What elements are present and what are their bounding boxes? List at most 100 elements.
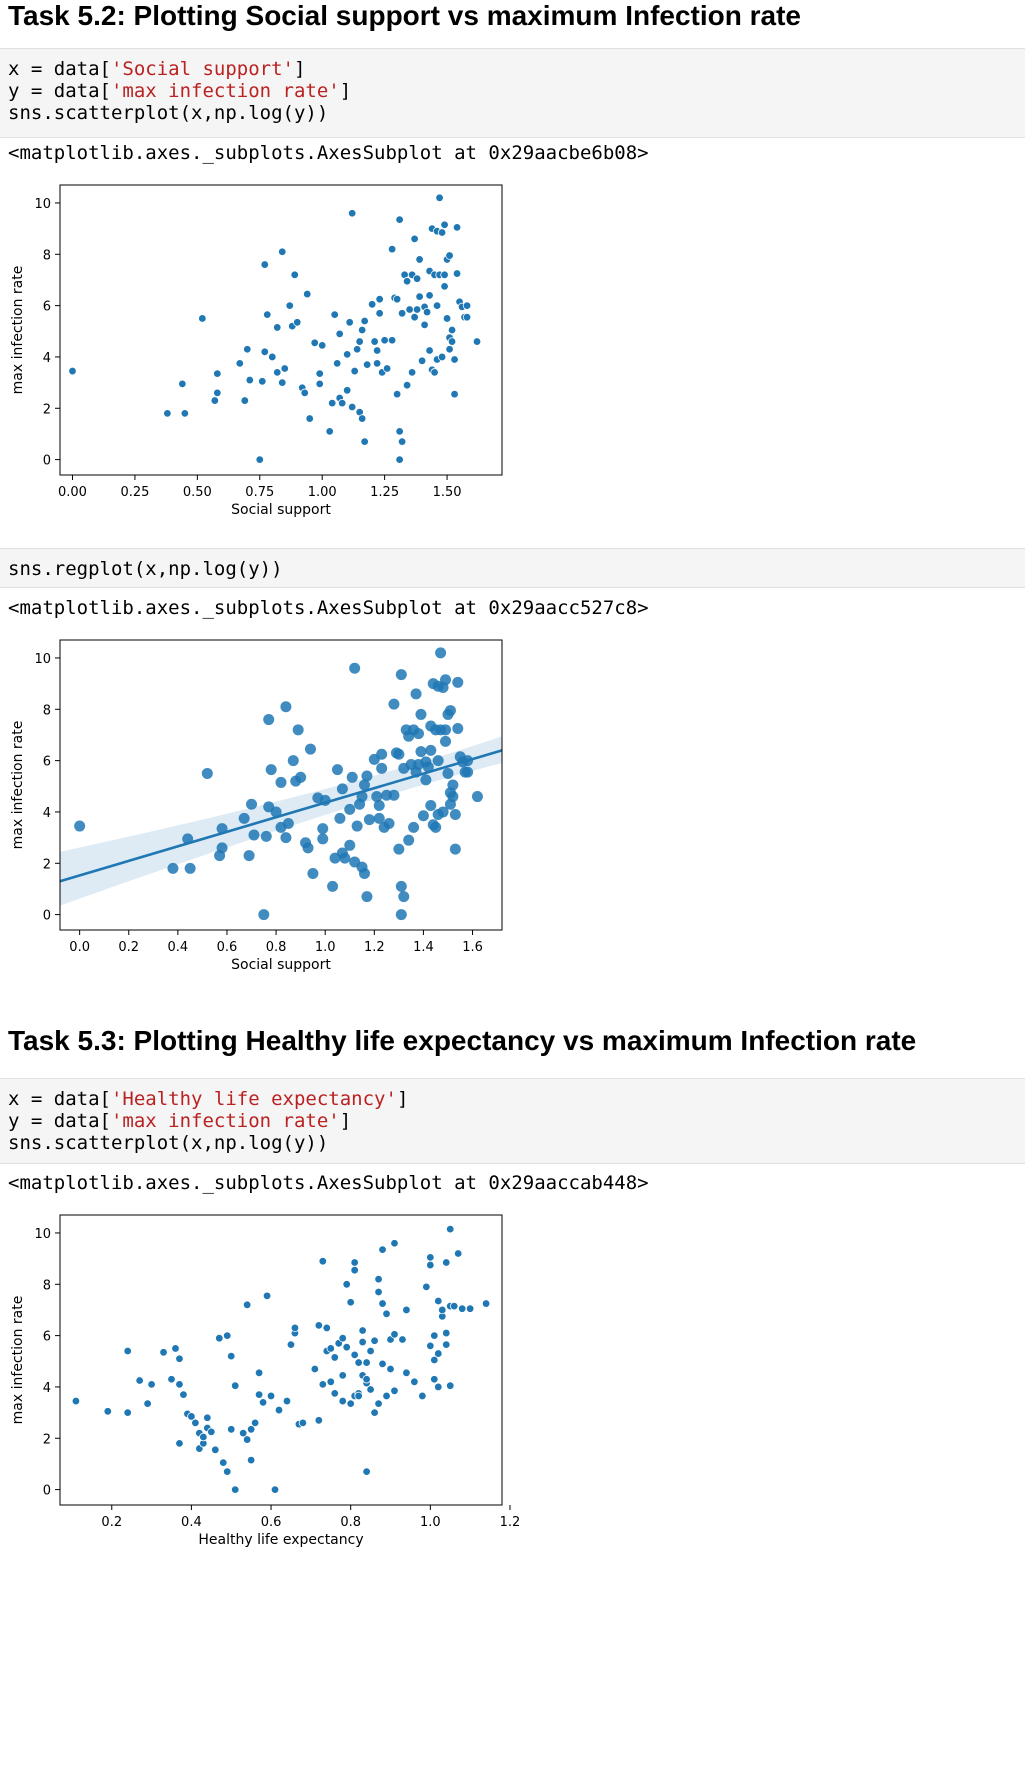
data-point [305, 414, 314, 423]
data-point [280, 832, 292, 844]
code-line: x = data['Social support'] [8, 57, 305, 82]
data-point [191, 1418, 200, 1428]
code-cell[interactable]: x = data['Social support'] y = data['max … [0, 48, 1025, 138]
code-token: x = data[ [8, 58, 111, 80]
data-point [425, 291, 434, 300]
data-point [378, 1359, 387, 1369]
x-axis-label: Social support [231, 957, 331, 973]
data-point [243, 345, 252, 354]
data-point [268, 352, 277, 362]
data-point [440, 270, 449, 280]
data-point [358, 868, 370, 880]
x-tick-label: 1.50 [433, 485, 462, 500]
data-point [274, 1405, 284, 1415]
x-tick-label: 1.6 [462, 940, 483, 955]
data-point [275, 776, 287, 788]
data-point [382, 364, 392, 373]
data-point [351, 820, 363, 832]
data-point [303, 289, 312, 299]
task-heading: Task 5.2: Plotting Social support vs max… [8, 0, 801, 31]
data-point [397, 309, 407, 318]
data-point [338, 1371, 347, 1380]
data-point [432, 301, 442, 310]
data-point [425, 744, 437, 756]
data-point [445, 251, 454, 260]
data-point [270, 1485, 280, 1494]
regression-chart: 0.0 0.2 0.4 0.6 0.8 1.0 1.2 1.4 1.6 0 2 4 6 8 10 Social… [10, 639, 503, 973]
x-tick-label: 1.25 [370, 485, 399, 500]
data-point [68, 366, 77, 376]
data-point [426, 1253, 435, 1262]
code-token: y = data[ [8, 1110, 111, 1132]
data-point [184, 862, 196, 874]
data-point [317, 833, 329, 845]
code-cell[interactable]: x = data['Healthy life expectancy'] y = d… [0, 1078, 1025, 1164]
y-tick-label: 4 [43, 351, 51, 366]
data-point [378, 1245, 387, 1254]
data-point [178, 379, 187, 389]
data-point [370, 1336, 379, 1345]
data-point [410, 688, 422, 700]
data-point [447, 779, 459, 791]
data-point [248, 829, 260, 841]
data-point [452, 223, 462, 232]
data-point [374, 1274, 383, 1284]
data-point [366, 1346, 375, 1356]
data-point [273, 323, 282, 332]
data-point [434, 1296, 443, 1306]
data-point [231, 1381, 240, 1390]
data-point [332, 359, 342, 368]
code-string-token: 'Social support' [110, 58, 294, 80]
data-point [325, 427, 334, 436]
y-tick-label: 6 [43, 1330, 51, 1345]
data-point [330, 310, 339, 319]
data-point [265, 764, 277, 776]
data-point [317, 823, 329, 835]
x-tick-label: 0.2 [118, 940, 139, 955]
data-point [318, 1380, 328, 1389]
data-point [219, 1458, 228, 1467]
data-point [437, 228, 447, 237]
data-point [342, 350, 352, 359]
data-point [452, 269, 462, 278]
data-point [280, 701, 292, 713]
data-point [462, 301, 472, 310]
data-point [430, 1331, 439, 1340]
data-point [358, 779, 370, 791]
code-token: y = data[ [8, 80, 111, 102]
data-point [254, 1390, 264, 1399]
data-point [210, 396, 220, 405]
code-line: sns.regplot(x,np.log(y)) [8, 557, 283, 582]
data-point [227, 1425, 236, 1434]
data-point [412, 274, 422, 283]
data-point [372, 359, 382, 368]
data-point [407, 368, 417, 377]
y-tick-label: 4 [43, 1381, 51, 1396]
data-point [410, 1377, 419, 1387]
data-point [357, 414, 367, 423]
data-point [285, 301, 294, 310]
data-point [278, 247, 287, 256]
data-point [447, 791, 459, 803]
code-token: x = data[ [8, 1088, 111, 1110]
code-token: ] [339, 1110, 352, 1132]
data-point [262, 1291, 272, 1301]
data-point [123, 1346, 132, 1356]
data-point [397, 437, 407, 446]
data-point [426, 1260, 435, 1270]
data-point [387, 336, 397, 345]
data-point [405, 305, 414, 314]
data-point [422, 1282, 431, 1292]
x-tick-label: 1.2 [364, 940, 385, 955]
data-point [235, 359, 244, 368]
code-string-token: 'Healthy life expectancy' [110, 1088, 397, 1110]
data-point [357, 325, 367, 335]
data-point [450, 1301, 459, 1311]
x-tick-label: 0.2 [101, 1515, 122, 1530]
data-point [446, 1381, 455, 1390]
x-tick-label: 0.8 [266, 940, 287, 955]
y-axis-label: max infection rate [10, 721, 26, 850]
code-cell[interactable]: sns.regplot(x,np.log(y)) [0, 548, 1025, 588]
data-point [278, 378, 287, 387]
data-point [440, 735, 452, 747]
